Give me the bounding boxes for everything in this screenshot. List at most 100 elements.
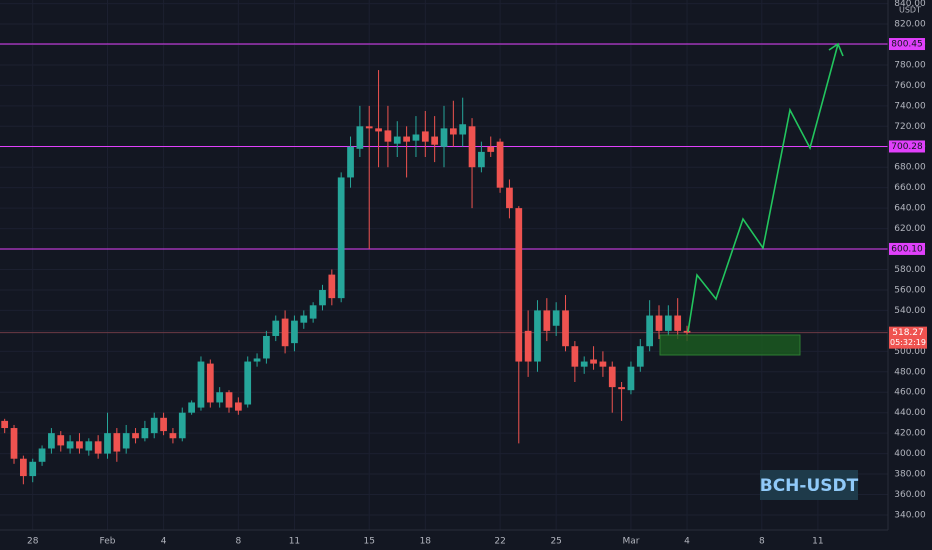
y-tick-label: 580.00	[894, 265, 926, 275]
candle-body	[94, 441, 102, 454]
candle-body	[281, 318, 289, 347]
candle-body	[683, 330, 691, 333]
candle-body	[319, 289, 326, 306]
y-tick-label: 620.00	[894, 224, 926, 234]
candle-body	[449, 128, 457, 135]
candle-body	[347, 146, 354, 178]
candle-body	[365, 126, 373, 129]
candle-body	[590, 359, 597, 364]
candle-body	[562, 310, 569, 347]
candle-body	[627, 366, 635, 391]
y-tick-label: 380.00	[894, 470, 926, 480]
x-tick-label: 11	[289, 537, 300, 547]
symbol: BCH-USDT	[760, 476, 859, 496]
y-tick-label: 660.00	[894, 183, 926, 193]
candle-body	[309, 305, 317, 319]
x-tick-label: 18	[420, 537, 432, 547]
candle-body	[431, 136, 439, 145]
candle-body	[403, 136, 410, 142]
candle-body	[66, 441, 74, 449]
candle-body	[608, 366, 616, 388]
candle-body	[636, 346, 644, 367]
level-label: 800.45	[891, 40, 923, 50]
x-tick-label: Mar	[622, 537, 639, 547]
y-tick-label: 820.00	[894, 20, 926, 30]
y-tick-label: 840.00	[894, 0, 926, 9]
candle-body	[160, 417, 167, 432]
candle-body	[524, 330, 532, 362]
candle-body	[618, 387, 625, 390]
level-tag	[889, 242, 925, 255]
candle-body	[225, 392, 233, 408]
candle-body	[10, 428, 18, 459]
x-tick-label: 8	[235, 537, 241, 547]
candle-body	[76, 441, 83, 449]
candle-body	[506, 187, 513, 209]
symbol-box	[760, 470, 858, 500]
candle-body	[216, 392, 224, 403]
level-label: 600.10	[891, 244, 923, 254]
candle-body	[552, 310, 560, 326]
countdown: 05:32:19	[890, 338, 926, 347]
last-price-tag	[889, 326, 927, 349]
candle-body	[253, 358, 261, 362]
candle-body	[496, 141, 504, 188]
y-tick-label: 500.00	[894, 347, 926, 357]
x-tick-label: 15	[363, 537, 374, 547]
y-tick-label: 480.00	[894, 367, 926, 377]
last-price-label: 518.27	[892, 328, 924, 338]
y-tick-label: 440.00	[894, 408, 926, 418]
candle-body	[122, 433, 130, 449]
x-tick-label: 4	[161, 537, 167, 547]
candle-body	[375, 128, 382, 132]
y-tick-label: 540.00	[894, 306, 926, 316]
levels	[0, 43, 888, 334]
candles	[1, 70, 691, 485]
level-tag	[889, 140, 925, 153]
candle-body	[571, 346, 579, 367]
candle-body	[291, 320, 298, 344]
y-tick-label: 760.00	[894, 81, 926, 91]
level-label: 700.28	[891, 142, 923, 152]
price-axis-bg	[888, 0, 932, 550]
candle-body	[646, 315, 654, 347]
candle-body	[85, 441, 93, 451]
candle-body	[487, 146, 495, 152]
y-tick-label: 560.00	[894, 285, 926, 295]
candle-body	[150, 417, 158, 434]
x-tick-label: 22	[494, 537, 505, 547]
y-tick-label: 740.00	[894, 101, 926, 111]
candle-body	[328, 274, 336, 299]
candle-body	[38, 448, 46, 462]
candle-body	[580, 361, 588, 367]
candle-body	[599, 361, 607, 367]
candle-body	[468, 126, 476, 168]
y-tick-label: 400.00	[894, 449, 926, 459]
candle-body	[674, 315, 682, 331]
candle-body	[272, 320, 280, 336]
candle-body	[384, 130, 392, 142]
level-tag	[889, 38, 925, 51]
x-tick-label: 8	[759, 537, 765, 547]
candle-body	[543, 310, 551, 331]
axis: 340.00 360.00 380.00 400.00 420.00 440.00 460.…	[27, 0, 927, 547]
target-zone	[659, 334, 801, 356]
candle-body	[197, 361, 205, 408]
y-tick-label: 420.00	[894, 429, 926, 439]
x-tick-label: Feb	[100, 537, 116, 547]
y-tick-label: 460.00	[894, 388, 926, 398]
x-tick-label: 11	[812, 537, 823, 547]
candle-body	[393, 136, 401, 144]
candle-body	[337, 177, 345, 299]
candle-body	[169, 433, 177, 439]
candle-body	[244, 361, 252, 405]
y-tick-label: 360.00	[894, 490, 926, 500]
candle-body	[20, 458, 27, 477]
candle-body	[178, 412, 186, 439]
candle-body	[1, 420, 9, 429]
projection-path	[687, 43, 839, 333]
candle-body	[440, 128, 448, 147]
candle-body	[104, 433, 111, 454]
